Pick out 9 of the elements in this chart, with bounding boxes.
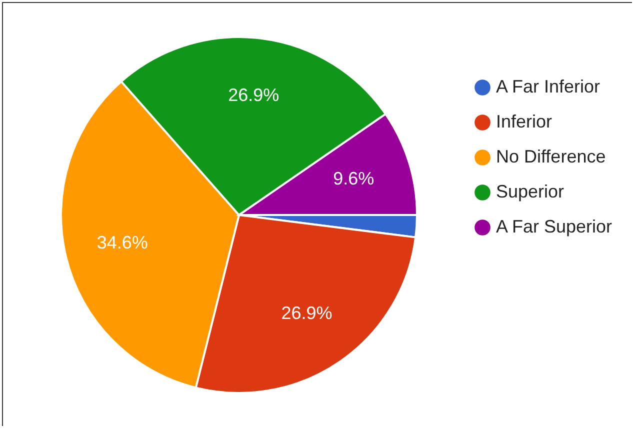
data-label: 26.9% <box>281 303 332 324</box>
legend-label: A Far Superior <box>496 216 612 236</box>
legend-label: No Difference <box>496 146 606 166</box>
data-label: 9.6% <box>333 168 374 188</box>
legend-label: Inferior <box>496 112 552 132</box>
data-label: 26.9% <box>228 84 280 105</box>
legend-label: Superior <box>496 182 564 202</box>
data-label: 34.6% <box>96 232 148 252</box>
legend-label: A Far Inferior <box>496 76 600 96</box>
